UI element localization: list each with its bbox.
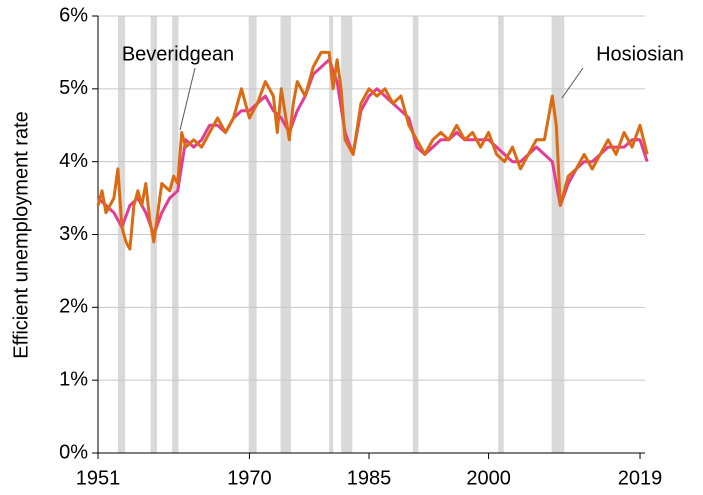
y-tick-label: 4% [59,150,88,172]
y-tick-label: 0% [59,441,88,463]
y-tick-label: 1% [59,368,88,390]
series-line [96,50,649,251]
y-axis-label: Efficient unemployment rate [10,111,32,359]
x-tick-label: 2000 [466,467,511,489]
y-tick-label: 3% [59,223,88,245]
label-leader [179,67,196,131]
label-leader [561,67,584,99]
y-tick-label: 6% [59,4,88,26]
x-tick-label: 1951 [76,467,121,489]
series-label: Hosiosian [596,43,684,65]
y-tick-label: 5% [59,77,88,99]
x-tick-label: 1970 [227,467,272,489]
series-label: Beveridgean [122,43,234,65]
x-tick-label: 1985 [347,467,392,489]
x-tick-label: 2019 [618,467,663,489]
y-tick-label: 2% [59,296,88,318]
